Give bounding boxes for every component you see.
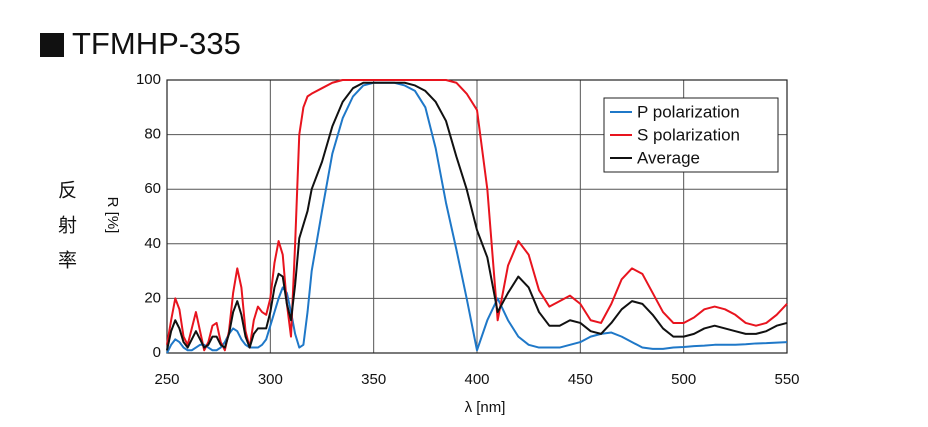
x-tick-label: 250 <box>154 371 179 388</box>
y-tick-label: 40 <box>144 235 161 252</box>
legend-label: Average <box>637 148 700 167</box>
y-tick-label: 80 <box>144 126 161 143</box>
x-tick-label: 550 <box>774 371 799 388</box>
x-axis-label: λ [nm] <box>465 399 506 416</box>
chart-title: TFMHP-335 <box>72 26 241 61</box>
x-tick-label: 500 <box>671 371 696 388</box>
legend-box <box>603 97 779 173</box>
x-tick-label: 300 <box>258 371 283 388</box>
x-tick-label: 450 <box>568 371 593 388</box>
y-tick-label: 0 <box>153 344 161 361</box>
side-label: 反射率 <box>55 180 77 285</box>
legend-label: S polarization <box>637 125 740 144</box>
y-tick-label: 100 <box>136 71 161 88</box>
series-line <box>166 81 788 351</box>
plot-frame <box>166 79 788 354</box>
y-tick-label: 20 <box>144 289 161 306</box>
x-tick-label: 350 <box>361 371 386 388</box>
legend-label: P polarization <box>637 102 740 121</box>
title-square <box>40 33 64 57</box>
y-tick-label: 60 <box>144 180 161 197</box>
x-tick-label: 400 <box>464 371 489 388</box>
y-axis-label: R [%] <box>104 197 121 234</box>
